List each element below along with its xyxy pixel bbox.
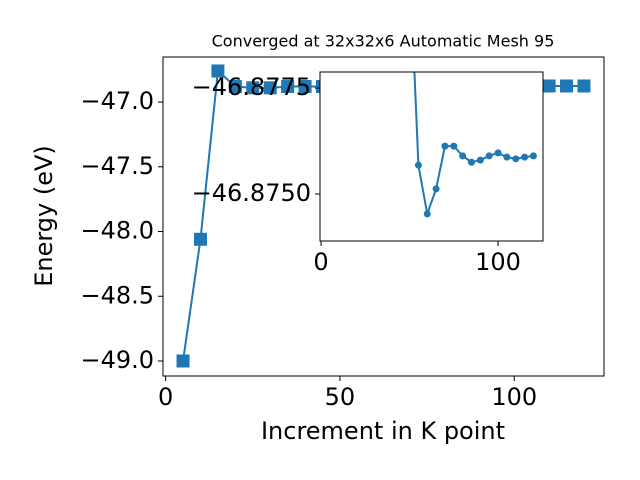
data-marker xyxy=(176,354,190,368)
data-marker xyxy=(263,81,277,95)
plot-area xyxy=(413,72,537,218)
data-marker xyxy=(560,79,574,93)
x-tick-label: 50 xyxy=(325,383,356,411)
y-tick-label: −49.0 xyxy=(80,346,154,374)
x-tick-label: 100 xyxy=(491,383,537,411)
y-tick-label: −46.8775 xyxy=(192,73,311,101)
data-marker xyxy=(467,158,475,166)
axes-frame xyxy=(319,71,544,242)
data-marker xyxy=(211,64,225,78)
x-tick-label: 0 xyxy=(313,248,328,276)
chart-title: Converged at 32x32x6 Automatic Mesh 95 xyxy=(212,32,555,51)
x-tick-label: 0 xyxy=(158,383,173,411)
data-marker xyxy=(485,152,493,160)
y-tick-label: −48.5 xyxy=(80,281,154,309)
y-tick-label: −48.0 xyxy=(80,217,154,245)
data-marker xyxy=(298,80,312,94)
y-tick-label: −47.0 xyxy=(80,87,154,115)
y-tick-label: −47.5 xyxy=(80,152,154,180)
data-marker xyxy=(494,149,502,157)
data-marker xyxy=(281,80,295,94)
data-marker xyxy=(512,155,520,163)
axes-frame xyxy=(162,56,605,377)
x-tick-label: 100 xyxy=(475,248,521,276)
data-marker xyxy=(414,161,422,169)
data-marker xyxy=(529,152,537,160)
y-axis-label: Energy (eV) xyxy=(30,145,58,287)
data-marker xyxy=(521,153,529,161)
data-marker xyxy=(476,156,484,164)
data-marker xyxy=(441,142,449,150)
data-marker xyxy=(577,79,591,93)
data-marker xyxy=(193,232,207,246)
data-marker xyxy=(423,210,431,218)
y-tick-label: −46.8750 xyxy=(192,179,311,207)
data-marker xyxy=(503,153,511,161)
data-marker xyxy=(542,79,556,93)
data-marker xyxy=(228,80,242,94)
x-axis-label: Increment in K point xyxy=(261,417,505,445)
data-marker xyxy=(432,185,440,193)
data-marker xyxy=(459,152,467,160)
data-marker xyxy=(450,142,458,150)
data-marker xyxy=(246,81,260,95)
